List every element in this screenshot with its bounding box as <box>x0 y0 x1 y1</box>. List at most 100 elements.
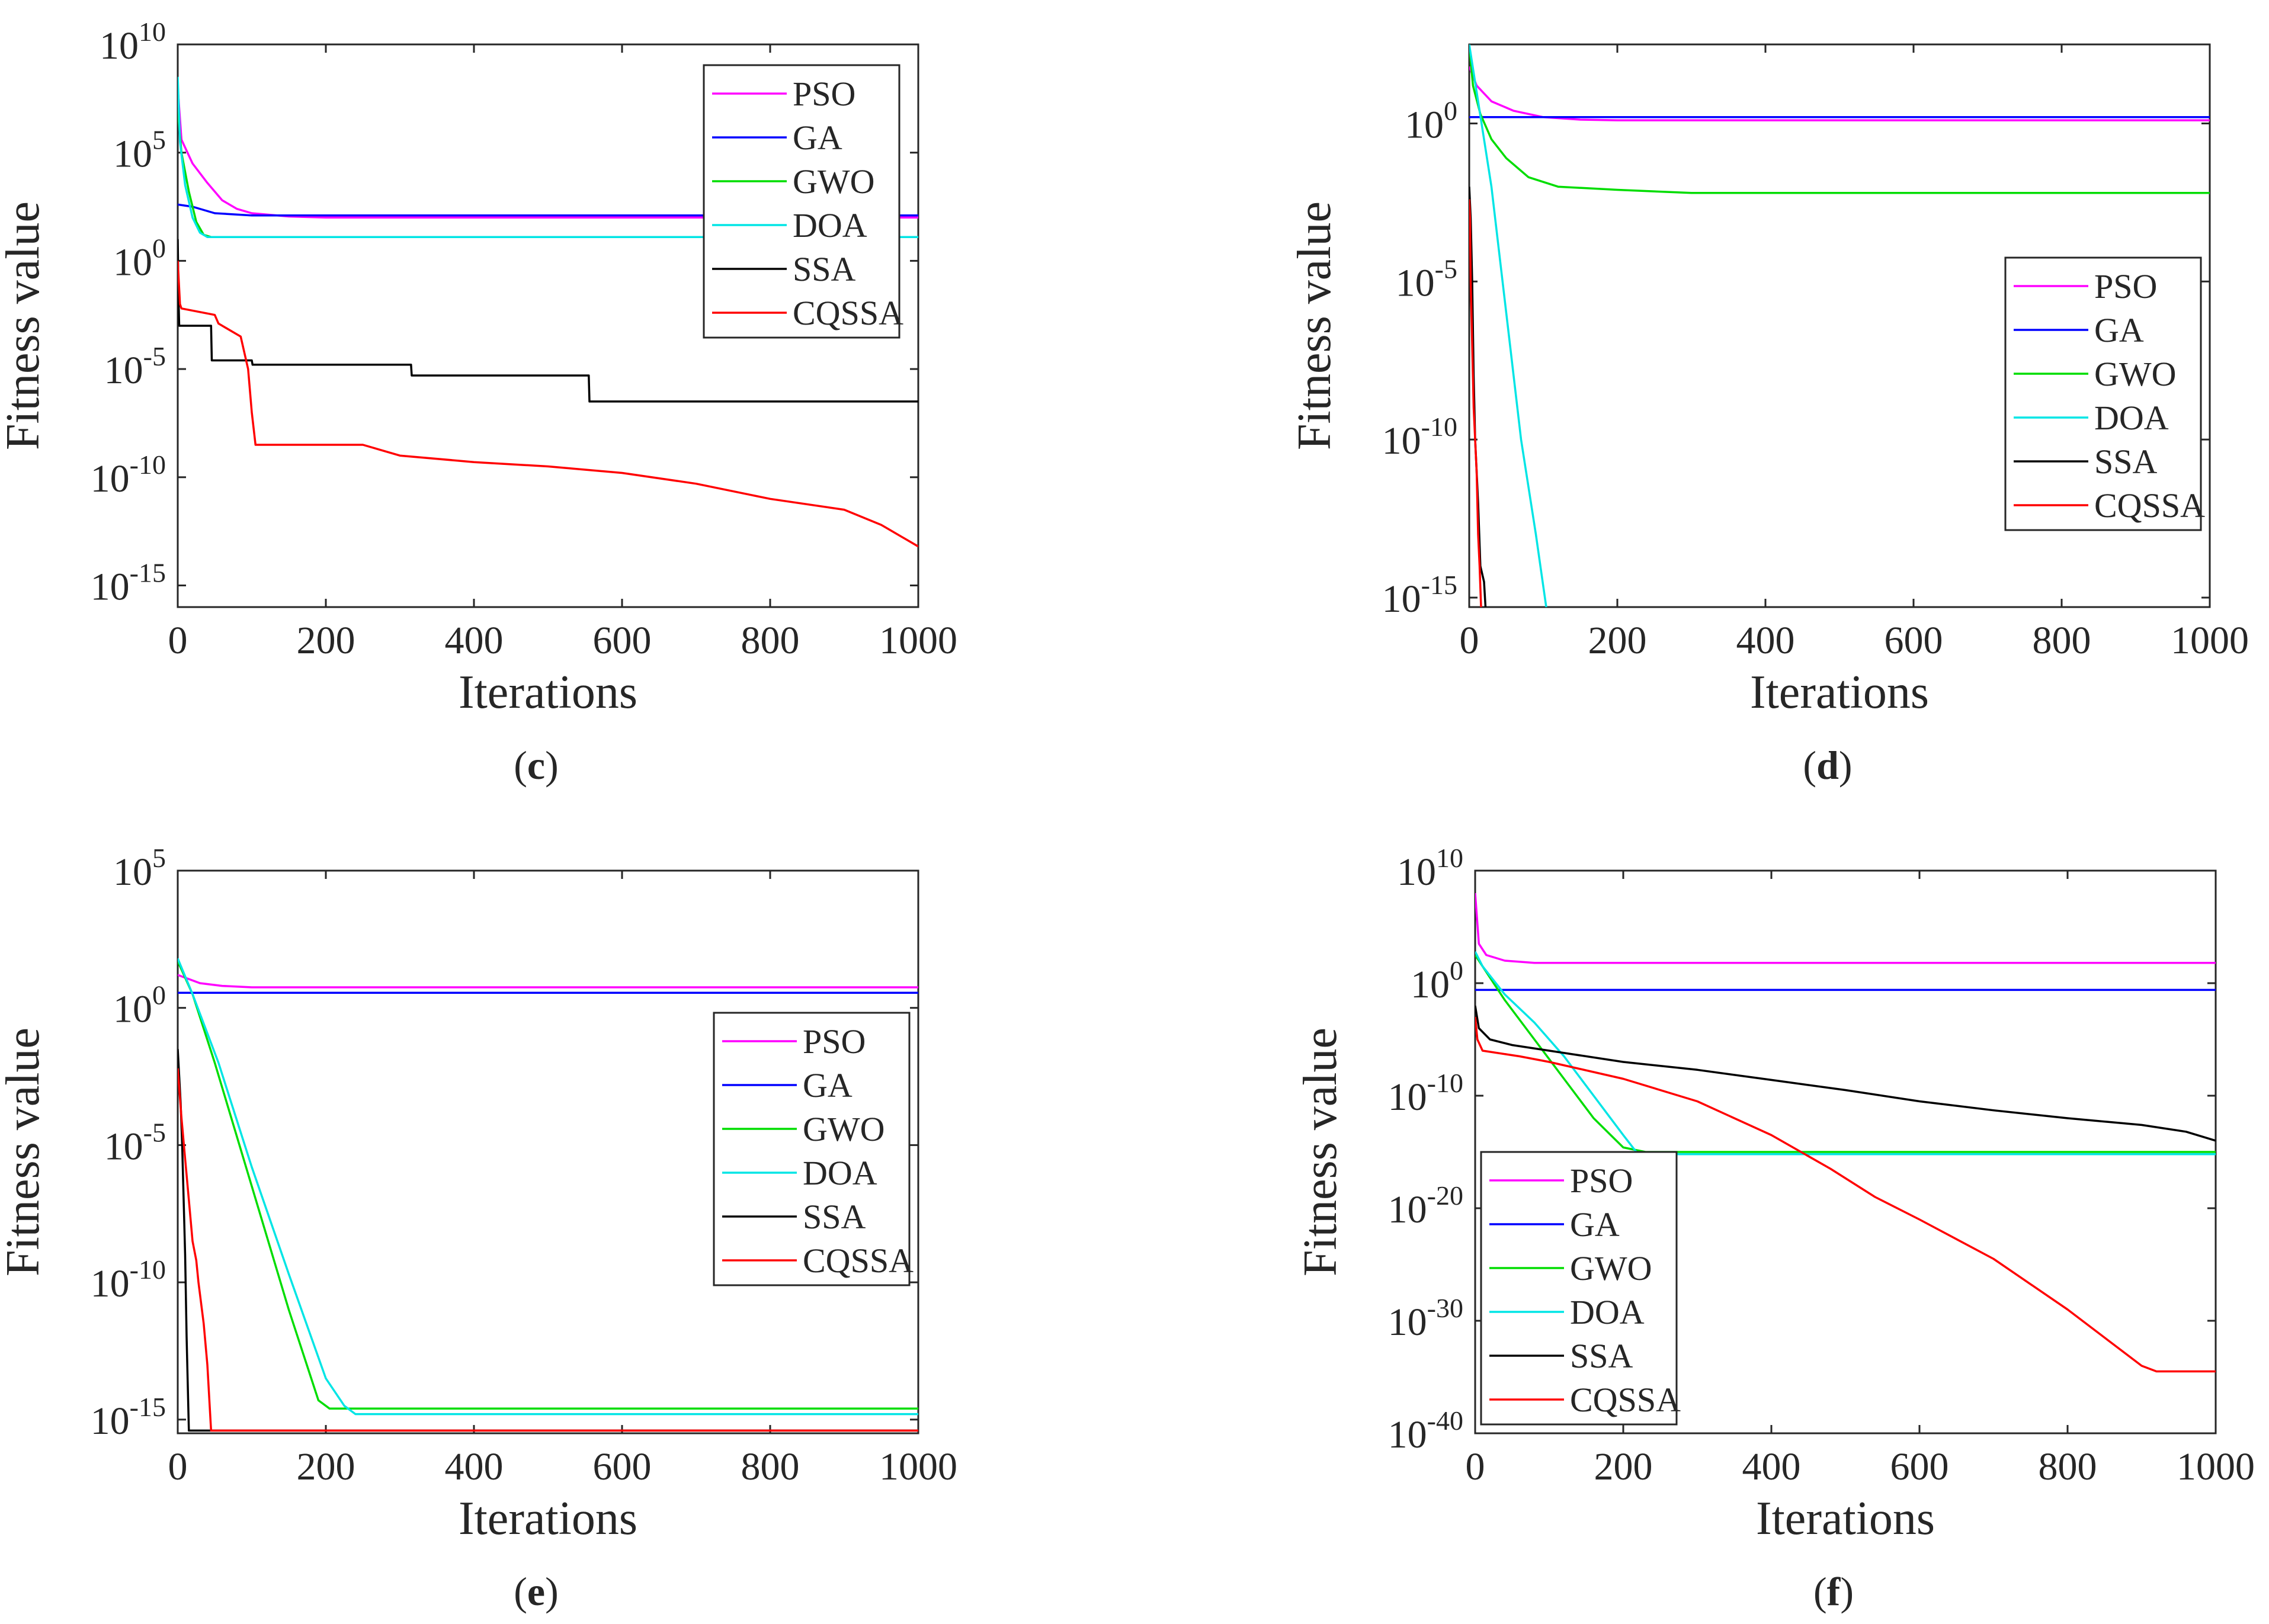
legend-label-gwo: GWO <box>793 162 875 201</box>
y-tick-label: 100 <box>1405 95 1457 146</box>
x-tick-label: 1000 <box>2171 619 2249 662</box>
x-tick-label: 1000 <box>879 619 957 662</box>
x-tick-label: 800 <box>2033 619 2091 662</box>
legend-label-ga: GA <box>2094 311 2144 349</box>
y-tick-label: 10-30 <box>1388 1293 1463 1344</box>
series-line-pso <box>1475 893 2216 964</box>
legend-label-cqssa: CQSSA <box>1570 1381 1681 1419</box>
y-tick-label: 100 <box>113 233 166 284</box>
x-tick-label: 1000 <box>879 1445 957 1488</box>
chart-panel-e: 0 200 400 600 800 1000 105 100 10-5 10-10 10-15 Ite… <box>0 843 957 1614</box>
legend-label-doa: DOA <box>803 1154 877 1192</box>
y-tick-label: 1010 <box>100 17 166 68</box>
y-axis-label: Fitness value <box>0 1028 49 1276</box>
series-line-pso <box>178 87 918 219</box>
y-tick-label: 10-15 <box>91 1392 166 1443</box>
y-axis-label: Fitness value <box>0 201 49 450</box>
y-tick-label: 10-5 <box>104 1117 166 1168</box>
y-tick-label: 10-15 <box>91 557 166 608</box>
legend-label-ssa: SSA <box>803 1198 866 1236</box>
x-tick-label: 600 <box>593 619 652 662</box>
series-line-cqssa <box>1469 199 1482 607</box>
panel-caption: (c) <box>514 743 559 788</box>
x-tick-label: 0 <box>168 1445 188 1488</box>
x-tick-label: 400 <box>445 1445 504 1488</box>
y-tick-label: 10-10 <box>1382 412 1457 463</box>
y-tick-label: 10-15 <box>1382 570 1457 621</box>
y-tick-label: 10-40 <box>1388 1405 1463 1456</box>
series-line-ssa <box>178 239 918 403</box>
panel-caption: (f) <box>1813 1569 1854 1614</box>
panel-caption: (e) <box>514 1569 559 1614</box>
x-tick-label: 600 <box>1885 619 1943 662</box>
series-line-pso <box>1469 66 2210 121</box>
y-tick-label: 100 <box>113 980 166 1031</box>
x-tick-label: 400 <box>1742 1445 1801 1488</box>
legend-label-pso: PSO <box>1570 1161 1633 1200</box>
x-tick-label: 0 <box>1466 1445 1485 1488</box>
series-group <box>178 958 918 1432</box>
x-tick-label: 400 <box>445 619 504 662</box>
y-tick-label: 1010 <box>1397 843 1463 894</box>
legend-label-cqssa: CQSSA <box>803 1241 914 1280</box>
x-tick-label: 600 <box>593 1445 652 1488</box>
chart-panel-d: 0 200 400 600 800 1000 100 10-5 10-10 10-15 Iterat… <box>1289 43 2249 788</box>
x-tick-label: 400 <box>1736 619 1795 662</box>
legend-box <box>703 64 900 339</box>
legend-label-ga: GA <box>803 1066 853 1105</box>
series-line-pso <box>178 974 918 988</box>
y-tick-label: 10-10 <box>91 1254 166 1305</box>
legend-label-pso: PSO <box>2094 267 2157 306</box>
legend-box <box>2004 256 2202 531</box>
series-line-ga <box>178 203 918 217</box>
y-axis-label: Fitness value <box>1289 201 1341 450</box>
x-axis-label: Iterations <box>1750 666 1929 718</box>
y-tick-label: 10-5 <box>104 341 166 392</box>
x-axis-label: Iterations <box>1756 1493 1935 1545</box>
y-tick-label: 10-10 <box>1388 1068 1463 1119</box>
x-tick-label: 800 <box>741 1445 800 1488</box>
legend-label-gwo: GWO <box>2094 355 2177 393</box>
series-line-doa <box>1475 951 2216 1156</box>
x-tick-label: 800 <box>2039 1445 2097 1488</box>
y-tick-label: 105 <box>113 125 166 176</box>
x-tick-label: 0 <box>1460 619 1479 662</box>
series-line-gwo <box>1469 44 2210 194</box>
chart-panel-f: 0 200 400 600 800 1000 1010 100 10-10 10-20 10-30 1… <box>1294 843 2255 1614</box>
x-tick-label: 200 <box>1594 1445 1653 1488</box>
legend-label-doa: DOA <box>1570 1293 1645 1331</box>
x-tick-label: 600 <box>1890 1445 1949 1488</box>
legend-label-pso: PSO <box>803 1022 866 1061</box>
legend-label-ssa: SSA <box>793 250 856 288</box>
y-tick-label: 10-20 <box>1388 1180 1463 1231</box>
series-line-doa <box>178 76 918 238</box>
series-line-doa <box>178 958 918 1416</box>
legend-label-ga: GA <box>1570 1205 1620 1244</box>
legend-label-ssa: SSA <box>2094 442 2158 481</box>
legend-box <box>1480 1151 1678 1426</box>
series-line-doa <box>1469 44 1547 607</box>
y-tick-label: 10-10 <box>91 450 166 500</box>
legend-label-pso: PSO <box>793 75 855 113</box>
legend-label-ssa: SSA <box>1570 1337 1633 1375</box>
y-tick-label: 10-5 <box>1396 253 1457 304</box>
x-axis-label: Iterations <box>459 1493 637 1545</box>
x-tick-label: 200 <box>297 1445 355 1488</box>
x-tick-label: 800 <box>741 619 800 662</box>
y-tick-label: 105 <box>113 843 166 894</box>
chart-panel-c: 0 200 400 600 800 1000 1010 105 100 10-5 10-10 10-1… <box>0 17 957 788</box>
legend-label-cqssa: CQSSA <box>2094 486 2205 525</box>
legend-label-gwo: GWO <box>1570 1249 1652 1288</box>
series-line-cqssa <box>178 1068 918 1432</box>
legend-label-doa: DOA <box>793 206 867 245</box>
legend-label-cqssa: CQSSA <box>793 294 903 332</box>
series-line-cqssa <box>1475 1016 2216 1373</box>
legend-label-doa: DOA <box>2094 399 2169 437</box>
y-axis-label: Fitness value <box>1294 1028 1347 1276</box>
legend-box <box>713 1012 911 1286</box>
series-group <box>1475 893 2216 1373</box>
series-group <box>1469 44 2210 607</box>
legend-label-gwo: GWO <box>803 1110 885 1148</box>
series-line-cqssa <box>178 261 918 548</box>
